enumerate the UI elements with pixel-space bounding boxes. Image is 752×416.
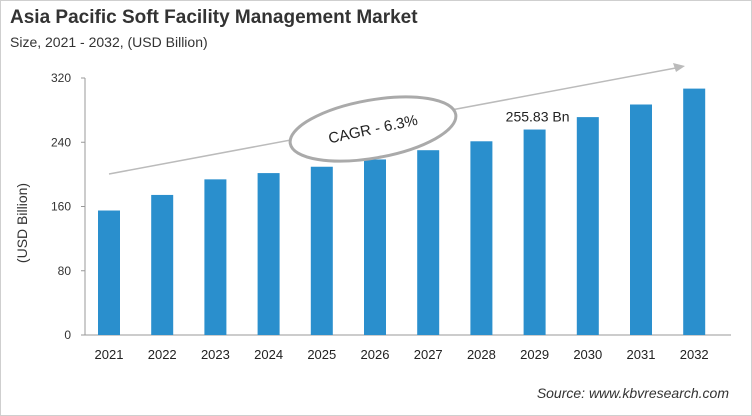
data-label: 255.83 Bn	[506, 109, 570, 125]
x-tick-label: 2027	[414, 347, 443, 362]
y-tick-label: 240	[51, 135, 71, 149]
bar-2023	[204, 179, 227, 335]
bar-2031	[630, 104, 652, 335]
x-tick-label: 2031	[627, 347, 656, 362]
bar-2021	[98, 210, 120, 335]
x-tick-label: 2032	[680, 347, 709, 362]
x-tick-label: 2028	[467, 347, 496, 362]
x-tick-label: 2022	[148, 347, 177, 362]
chart-subtitle: Size, 2021 - 2032, (USD Billion)	[10, 34, 208, 50]
y-tick-label: 320	[51, 71, 71, 85]
trend-arrow-head	[673, 63, 685, 72]
bar-2027	[417, 150, 440, 335]
bar-2024	[257, 173, 280, 335]
x-tick-label: 2026	[361, 347, 390, 362]
bar-2025	[310, 166, 333, 335]
x-tick-label: 2024	[254, 347, 283, 362]
x-tick-label: 2025	[307, 347, 336, 362]
bar-2028	[470, 141, 493, 335]
y-axis-label: (USD Billion)	[14, 183, 30, 263]
x-tick-label: 2023	[201, 347, 230, 362]
chart-title: Asia Pacific Soft Facility Management Ma…	[10, 7, 418, 28]
source-note: Source: www.kbvresearch.com	[536, 385, 729, 401]
x-tick-label: 2029	[520, 347, 549, 362]
bar-2032	[683, 88, 706, 335]
bar-2026	[364, 159, 386, 335]
y-tick-label: 80	[58, 264, 72, 278]
y-tick-label: 0	[64, 328, 71, 342]
bar-2030	[576, 117, 599, 336]
bar-2029	[523, 129, 546, 335]
bar-2022	[151, 194, 174, 335]
x-tick-label: 2030	[573, 347, 602, 362]
cagr-ellipse	[288, 95, 458, 163]
x-tick-label: 2021	[95, 347, 124, 362]
y-tick-label: 160	[51, 200, 71, 214]
